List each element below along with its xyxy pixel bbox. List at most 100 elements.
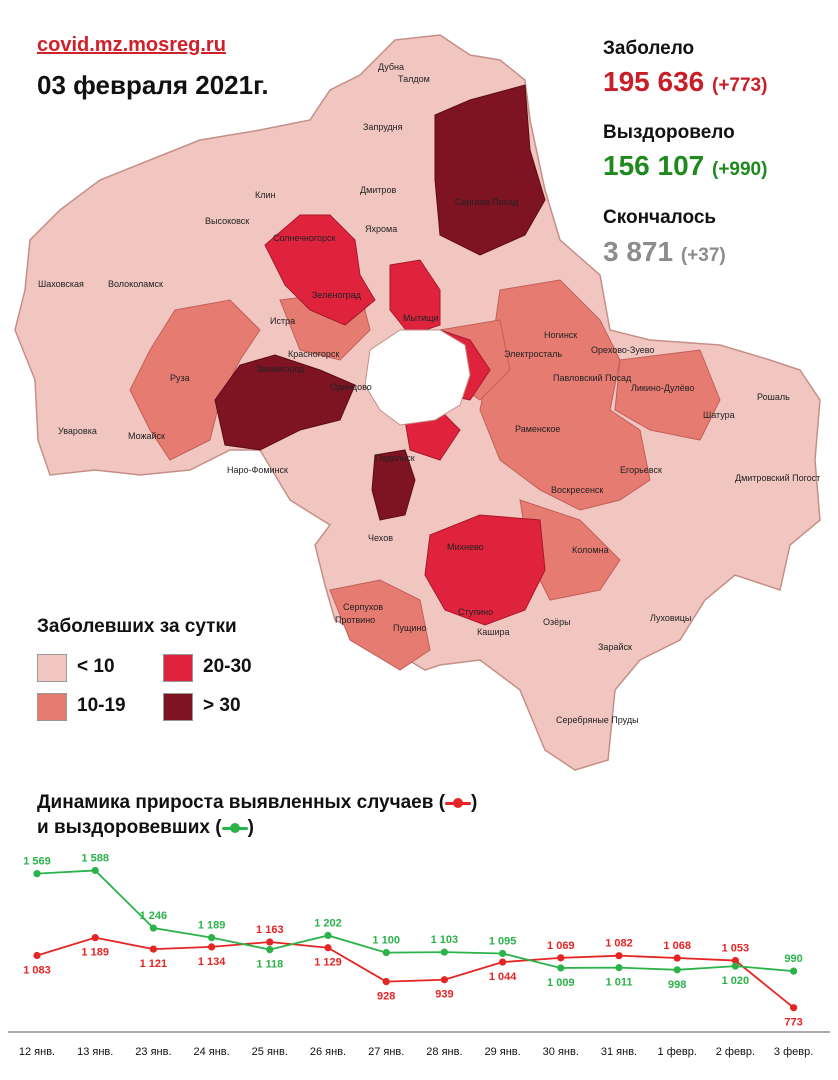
report-date: 03 февраля 2021г. (37, 70, 269, 100)
city-label: Шаховская (38, 279, 84, 289)
x-tick-label: 25 янв. (252, 1046, 288, 1058)
x-tick-label: 26 янв. (310, 1046, 346, 1058)
cases-data-label: 1 129 (314, 957, 342, 969)
city-label: Клин (255, 190, 276, 200)
legend-swatch-lt10 (37, 654, 67, 682)
cases-point (615, 952, 623, 960)
cases-line (36, 936, 795, 1009)
city-label: Чехов (368, 533, 393, 543)
cases-point (731, 956, 740, 965)
legend-label-lt10: < 10 (77, 656, 115, 677)
city-label: Талдом (398, 74, 430, 84)
city-label: Истра (270, 316, 295, 326)
city-label: Руза (170, 373, 190, 383)
city-label: Павловский Посад (553, 373, 632, 383)
infected-delta: (+773) (712, 75, 768, 96)
recovered-point (91, 866, 99, 875)
recovered-data-label: 1 569 (23, 856, 51, 868)
city-label: Егорьевск (620, 465, 662, 475)
city-label: Дмитровский Погост (735, 473, 820, 483)
cases-point (33, 951, 41, 960)
city-label: Луховицы (650, 613, 691, 623)
city-label: Электросталь (504, 349, 562, 359)
city-labels: Дубна Талдом Запрудня Клин Дмитров Сергиев По… (38, 62, 820, 725)
cases-point (208, 943, 216, 951)
x-tick-label: 12 янв. (19, 1046, 55, 1058)
recovered-label: Выздоровело (603, 122, 735, 143)
recovered-data-label: 1 118 (256, 959, 283, 971)
city-label: Кашира (477, 627, 510, 637)
legend-swatch-10-19 (37, 693, 67, 721)
cases-point (557, 954, 565, 962)
city-label: Озёры (543, 617, 571, 627)
city-label: Рошаль (757, 392, 790, 402)
cases-point (790, 1004, 798, 1012)
recovered-data-label: 998 (668, 979, 686, 991)
zones-20-30 (264, 214, 546, 626)
city-label: Мытищи (403, 313, 439, 323)
cases-data-label: 1 069 (547, 940, 575, 952)
city-label: Протвино (335, 615, 375, 625)
recovered-point (208, 934, 216, 942)
red-series-icon (445, 796, 472, 810)
moscow-city (364, 329, 471, 426)
died-value-row: 3 871 (+37) (603, 236, 726, 268)
cases-data-label: 1 083 (23, 964, 51, 976)
cases-data-label: 1 134 (198, 956, 226, 968)
legend-label-gt30: > 30 (203, 695, 241, 716)
city-label: Михнево (447, 542, 484, 552)
cases-point (266, 938, 274, 946)
x-tick-label: 24 янв. (193, 1046, 229, 1058)
city-label: Можайск (128, 431, 165, 441)
chart-title-line1: Динамика прироста выявленных случаев () (37, 792, 478, 813)
x-tick-label: 27 янв. (368, 1046, 404, 1058)
city-label: Орехово-Зуево (591, 345, 654, 355)
city-label: Зеленоград (312, 290, 362, 300)
city-label: Одинцово (330, 382, 372, 392)
city-label: Ступино (458, 607, 493, 617)
cases-data-label: 1 189 (81, 947, 109, 959)
recovered-point (499, 949, 507, 958)
x-tick-label: 2 февр. (716, 1046, 755, 1058)
cases-point (149, 945, 157, 953)
x-tick-label: 13 янв. (77, 1046, 113, 1058)
cases-point (382, 978, 390, 986)
cases-data-label: 939 (435, 989, 453, 1001)
recovered-point (33, 870, 41, 878)
recovered-point (440, 948, 448, 956)
recovered-value-row: 156 107 (+990) (603, 150, 767, 182)
recovered-data-label: 1 100 (372, 935, 400, 947)
x-tick-label: 28 янв. (426, 1046, 462, 1058)
recovered-data-label: 1 202 (314, 917, 342, 929)
infected-value-row: 195 636 (+773) (603, 66, 767, 98)
died-delta: (+37) (680, 245, 726, 266)
recovered-data-label: 1 011 (606, 977, 633, 989)
cases-data-label: 1 082 (605, 938, 633, 950)
city-label: Запрудня (363, 122, 403, 132)
cases-data-label: 1 163 (256, 924, 284, 936)
infected-label: Заболело (603, 38, 695, 59)
recovered-data-label: 1 020 (722, 975, 750, 987)
city-label: Раменское (515, 424, 560, 434)
recovered-data-label: 1 588 (81, 852, 109, 864)
chart-title-line2: и выздоровевших () (37, 817, 254, 838)
source-link[interactable]: covid.mz.mosreg.ru (37, 34, 226, 56)
city-label: Коломна (572, 545, 609, 555)
city-label: Звенигород (256, 364, 305, 374)
x-tick-label: 3 февр. (774, 1046, 813, 1058)
recovered-data-label: 990 (784, 953, 802, 965)
recovered-value: 156 107 (603, 150, 705, 181)
recovered-data-label: 1 009 (547, 977, 575, 989)
city-label: Наро-Фоминск (227, 465, 288, 475)
recovered-point (266, 946, 274, 954)
city-label: Красногорск (288, 349, 339, 359)
recovered-data-label: 1 246 (140, 910, 168, 922)
city-label: Зарайск (598, 642, 632, 652)
city-label: Ликино-Дулёво (631, 383, 694, 393)
city-label: Уваровка (58, 426, 97, 436)
recovered-point (324, 931, 332, 940)
city-label: Солнечногорск (273, 233, 335, 243)
city-label: Высоковск (205, 216, 249, 226)
cases-point (440, 976, 448, 984)
legend-title: Заболевших за сутки (37, 616, 237, 637)
